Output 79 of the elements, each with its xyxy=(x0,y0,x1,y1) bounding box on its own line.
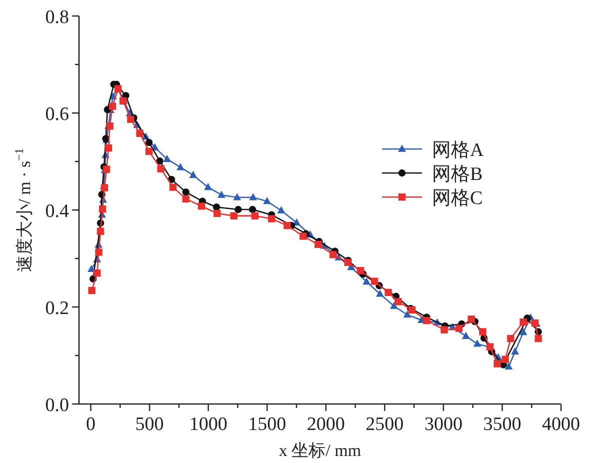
point xyxy=(136,130,144,137)
point xyxy=(356,267,364,274)
point xyxy=(249,193,258,200)
point xyxy=(88,286,96,294)
point xyxy=(520,318,527,326)
point xyxy=(502,356,509,363)
point xyxy=(156,157,164,165)
y-tick-label: 0.2 xyxy=(45,298,69,319)
point xyxy=(390,302,398,309)
legend-label: 网格A xyxy=(432,140,484,161)
point xyxy=(455,324,463,332)
point xyxy=(494,360,501,368)
point xyxy=(362,277,371,285)
point xyxy=(104,144,112,152)
y-tick-label: 0.4 xyxy=(45,201,70,222)
point xyxy=(198,202,206,210)
point xyxy=(462,332,470,339)
y-tick-label: 0.6 xyxy=(45,104,69,125)
point xyxy=(394,298,402,306)
legend-label: 网格C xyxy=(432,188,483,209)
x-tick-label: 3500 xyxy=(483,414,522,435)
point xyxy=(423,316,430,324)
point xyxy=(230,212,238,220)
point xyxy=(108,102,116,110)
point xyxy=(300,232,307,240)
point xyxy=(314,240,322,248)
point xyxy=(384,288,392,296)
point xyxy=(468,316,475,323)
point xyxy=(182,188,190,196)
x-axis-title: x 坐标/ mm xyxy=(278,441,362,460)
point xyxy=(403,310,412,318)
legend-label: 网格B xyxy=(432,164,483,185)
point xyxy=(127,116,134,123)
point xyxy=(268,215,276,222)
point xyxy=(214,210,221,217)
point xyxy=(100,184,108,192)
x-tick-label: 0 xyxy=(86,414,96,435)
point xyxy=(145,148,153,155)
point xyxy=(504,362,513,370)
point xyxy=(145,138,153,146)
point xyxy=(157,165,164,172)
point xyxy=(189,170,198,178)
point xyxy=(98,205,106,213)
point xyxy=(234,206,242,214)
x-tick-label: 1000 xyxy=(189,414,228,435)
x-tick-label: 4000 xyxy=(542,414,580,435)
point xyxy=(507,334,514,342)
point xyxy=(114,85,122,92)
point xyxy=(212,203,220,211)
point xyxy=(479,328,486,336)
x-tick-label: 2500 xyxy=(366,414,404,435)
point xyxy=(370,278,378,285)
y-tick-label: 0.8 xyxy=(45,7,69,28)
point xyxy=(182,195,190,202)
y-tick-label: 0.0 xyxy=(45,395,69,416)
point xyxy=(251,212,258,220)
point xyxy=(176,163,184,170)
point xyxy=(163,154,172,162)
x-tick-label: 3000 xyxy=(424,414,462,435)
point xyxy=(473,340,482,347)
point xyxy=(330,251,337,258)
x-tick-label: 1500 xyxy=(248,414,286,435)
point xyxy=(218,190,226,198)
point xyxy=(534,334,542,342)
point xyxy=(248,206,256,214)
point xyxy=(376,290,384,297)
point xyxy=(233,193,242,200)
point xyxy=(284,222,291,230)
x-tick-label: 2000 xyxy=(306,414,345,435)
point xyxy=(94,269,101,277)
point xyxy=(519,328,528,336)
point xyxy=(169,184,177,191)
x-tick-label: 500 xyxy=(135,414,164,435)
point xyxy=(277,206,286,214)
point xyxy=(440,326,448,334)
point xyxy=(263,196,272,204)
point xyxy=(95,248,102,256)
point xyxy=(511,347,519,354)
point xyxy=(204,182,212,190)
